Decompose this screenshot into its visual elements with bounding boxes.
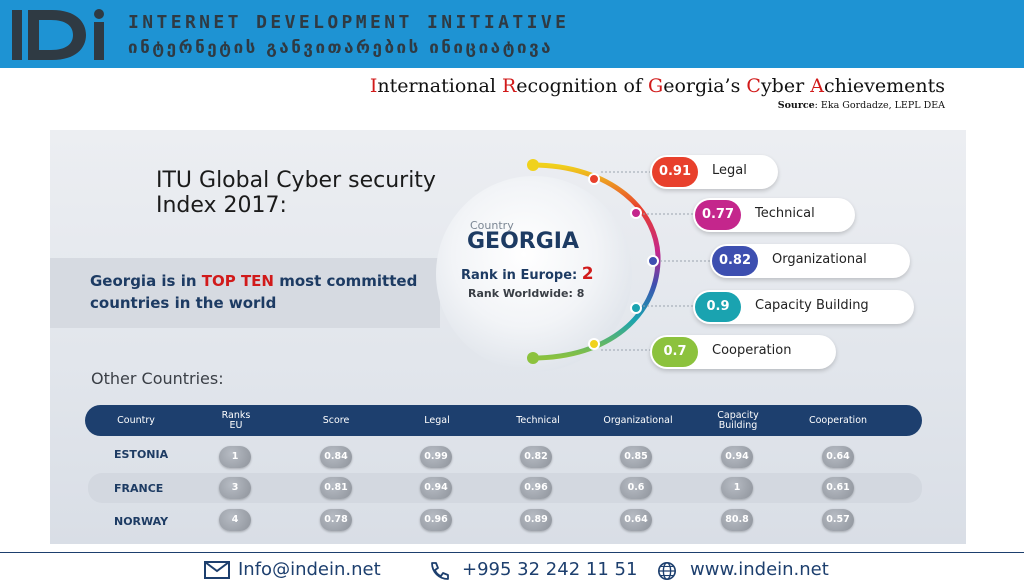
banner-suffix: most committed countries in the world: [90, 272, 418, 312]
footer-phone[interactable]: +995 32 242 11 51: [462, 559, 638, 580]
title-initial: G: [648, 75, 664, 97]
table-cell: 0.81: [320, 477, 352, 499]
rank-europe-value: 2: [581, 264, 594, 284]
column-header: Cooperation: [808, 414, 868, 426]
table-row-country: FRANCE: [114, 482, 164, 495]
column-header: Ranks EU: [221, 409, 251, 431]
column-header: Technical: [516, 414, 560, 426]
itu-heading: ITU Global Cyber security Index 2017:: [156, 168, 436, 218]
globe-country-label: Country: [470, 219, 514, 232]
table-cell: 0.96: [420, 509, 452, 531]
table-cell: 0.78: [320, 509, 352, 531]
pillar-score-badge: 0.7: [652, 337, 698, 367]
pillar-score-badge: 0.82: [712, 246, 758, 276]
top-ten-banner: [50, 258, 440, 328]
title-word: nternational: [377, 75, 502, 97]
column-header: Country: [117, 414, 155, 426]
title-word: eorgia’s: [663, 75, 747, 97]
table-cell: 0.61: [822, 477, 854, 499]
column-header: Legal: [424, 414, 450, 426]
pillar-label: Technical: [755, 206, 815, 221]
table-cell: 0.84: [320, 446, 352, 468]
table-cell: 0.57: [822, 509, 854, 531]
slide-title: International Recognition of Georgia’s C…: [370, 75, 945, 97]
footer-email[interactable]: Info@indein.net: [238, 559, 381, 580]
org-name-georgian: ინტერნეტის განვითარების ინიციატივა: [128, 38, 554, 58]
table-cell: 0.6: [620, 477, 652, 499]
table-row-stripe: [88, 473, 922, 503]
pillar-score-badge: 0.77: [695, 200, 741, 230]
pillar-score-badge: 0.91: [652, 157, 698, 187]
table-row-country: ESTONIA: [114, 448, 169, 461]
pillar-arc: [527, 159, 714, 364]
title-word: chievements: [823, 75, 945, 97]
globe-country-name: GEORGIA: [467, 229, 579, 254]
rank-in-europe: Rank in Europe: 2: [461, 264, 594, 284]
table-cell: 0.89: [520, 509, 552, 531]
pillar-label: Legal: [712, 163, 747, 178]
pillar-label: Capacity Building: [755, 298, 869, 313]
title-word: yber: [760, 75, 811, 97]
footer-website[interactable]: www.indein.net: [690, 559, 829, 580]
pillar-legal: 0.91 Legal: [650, 155, 778, 189]
header-bar: INTERNET DEVELOPMENT INITIATIVE ინტერნეტ…: [0, 0, 1024, 68]
pillar-technical: 0.77 Technical: [693, 198, 855, 232]
table-cell: 0.99: [420, 446, 452, 468]
table-cell: 3: [219, 477, 251, 499]
table-cell: 0.82: [520, 446, 552, 468]
column-header: Score: [322, 414, 350, 426]
table-cell: 1: [721, 477, 753, 499]
table-cell: 0.96: [520, 477, 552, 499]
title-initial: R: [501, 75, 517, 97]
title-word: ecognition of: [516, 75, 649, 97]
phone-icon: [431, 562, 449, 580]
banner-prefix: Georgia is in: [90, 272, 202, 290]
table-cell: 1: [219, 446, 251, 468]
idi-logo: [12, 9, 104, 60]
rank-worldwide: Rank Worldwide: 8: [468, 287, 585, 300]
pillar-organizational: 0.82 Organizational: [710, 244, 910, 278]
globe-icon: [436, 176, 632, 372]
globe-web-icon: [658, 562, 676, 580]
table-header: Country Ranks EU Score Legal Technical O…: [85, 405, 922, 436]
source-note: Source: Eka Gordadze, LEPL DEA: [778, 100, 945, 111]
table-cell: 0.94: [420, 477, 452, 499]
org-name-english: INTERNET DEVELOPMENT INITIATIVE: [128, 12, 570, 33]
pillar-label: Organizational: [772, 252, 867, 267]
table-cell: 0.64: [822, 446, 854, 468]
source-value: : Eka Gordadze, LEPL DEA: [814, 100, 945, 111]
title-initial: I: [369, 75, 378, 97]
column-header: Organizational: [603, 414, 673, 426]
table-cell: 80.8: [721, 509, 753, 531]
table-cell: 0.64: [620, 509, 652, 531]
column-header: Capacity Building: [717, 409, 759, 431]
banner-highlight: TOP TEN: [201, 272, 274, 290]
table-row-country: NORWAY: [114, 515, 169, 528]
connector-dots: [588, 173, 659, 350]
rank-europe-label: Rank in Europe:: [461, 268, 582, 283]
pillar-capacity-building: 0.9 Capacity Building: [693, 290, 914, 324]
pillar-label: Cooperation: [712, 343, 792, 358]
title-initial: C: [746, 75, 761, 97]
table-cell: 0.85: [620, 446, 652, 468]
footer-divider: [0, 552, 1024, 553]
envelope-icon: [204, 561, 230, 579]
table-cell: 0.94: [721, 446, 753, 468]
top-ten-text: Georgia is in TOP TEN most committed cou…: [90, 270, 450, 314]
pillar-cooperation: 0.7 Cooperation: [650, 335, 836, 369]
title-initial: A: [810, 75, 824, 97]
table-cell: 4: [219, 509, 251, 531]
other-countries-label: Other Countries:: [91, 369, 224, 388]
source-label: Source: [777, 100, 815, 111]
gci-infographic: ITU Global Cyber security Index 2017: Ge…: [50, 130, 966, 544]
pillar-score-badge: 0.9: [695, 292, 741, 322]
